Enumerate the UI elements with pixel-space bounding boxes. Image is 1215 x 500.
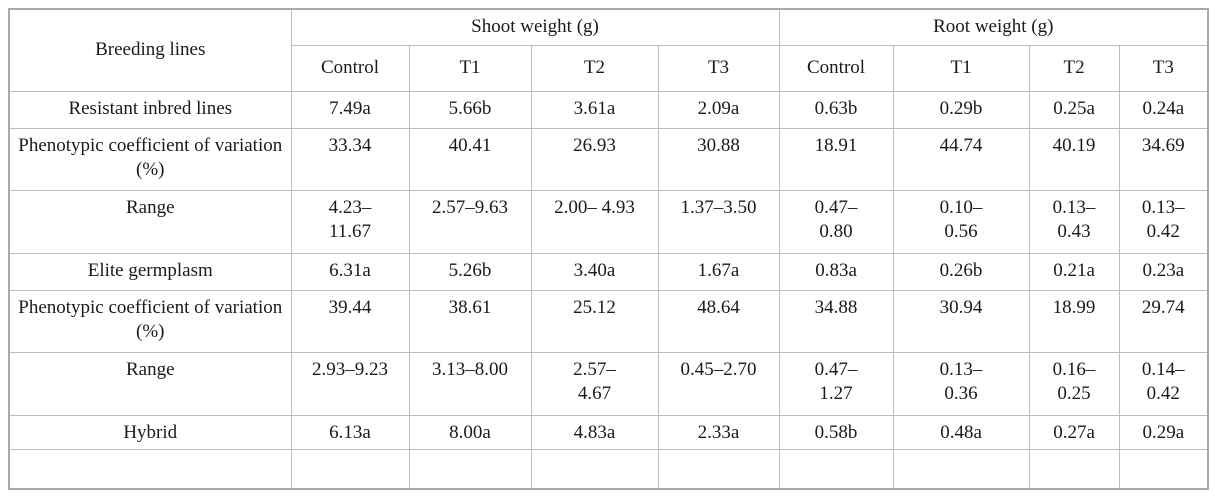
data-cell: 29.74 xyxy=(1118,289,1209,353)
data-cell: 4.23– 11.67 xyxy=(290,189,410,254)
row-label: Elite germplasm xyxy=(8,252,292,291)
data-cell xyxy=(408,448,532,490)
table-row: Elite germplasm 6.31a 5.26b 3.40a 1.67a 0.83a… xyxy=(8,252,1209,291)
row-label: Range xyxy=(8,351,292,416)
data-cell: 3.40a xyxy=(530,252,659,291)
data-cell xyxy=(1028,448,1120,490)
data-cell: 5.66b xyxy=(408,90,532,129)
data-cell: 30.94 xyxy=(892,289,1030,353)
data-cell: 0.25a xyxy=(1028,90,1120,129)
data-cell: 25.12 xyxy=(530,289,659,353)
table-row: Phenotypic coefficient of variation (%) 3… xyxy=(8,127,1209,191)
table-row: Range 4.23– 11.67 2.57–9.63 2.00– 4.93 1.37–… xyxy=(8,189,1209,254)
data-cell xyxy=(290,448,410,490)
data-cell: 4.83a xyxy=(530,414,659,450)
row-label: Phenotypic coefficient of variation (%) xyxy=(8,289,292,353)
data-cell: 0.48a xyxy=(892,414,1030,450)
data-cell: 0.10– 0.56 xyxy=(892,189,1030,254)
column-header-root-control: Control xyxy=(778,44,894,92)
data-cell: 0.45–2.70 xyxy=(657,351,780,416)
data-cell: 1.37–3.50 xyxy=(657,189,780,254)
row-label: Range xyxy=(8,189,292,254)
data-cell: 0.29a xyxy=(1118,414,1209,450)
paper-table-page: Breeding lines Shoot weight (g) Root wei… xyxy=(0,8,1215,500)
data-cell: 0.21a xyxy=(1028,252,1120,291)
column-header-shoot-t3: T3 xyxy=(657,44,780,92)
data-cell xyxy=(1118,448,1209,490)
corner-header-breeding-lines: Breeding lines xyxy=(8,8,292,92)
table-row xyxy=(8,448,1209,490)
column-header-shoot-t1: T1 xyxy=(408,44,532,92)
data-cell: 30.88 xyxy=(657,127,780,191)
group-header-root-weight: Root weight (g) xyxy=(778,8,1209,46)
data-cell: 2.57–9.63 xyxy=(408,189,532,254)
data-cell: 48.64 xyxy=(657,289,780,353)
data-cell: 38.61 xyxy=(408,289,532,353)
table-body: Resistant inbred lines 7.49a 5.66b 3.61a 2.0… xyxy=(8,90,1209,490)
row-label: Resistant inbred lines xyxy=(8,90,292,129)
data-cell: 0.63b xyxy=(778,90,894,129)
data-cell: 6.31a xyxy=(290,252,410,291)
data-cell: 44.74 xyxy=(892,127,1030,191)
data-cell: 6.13a xyxy=(290,414,410,450)
data-cell: 8.00a xyxy=(408,414,532,450)
data-cell: 0.16– 0.25 xyxy=(1028,351,1120,416)
data-cell: 0.14– 0.42 xyxy=(1118,351,1209,416)
data-cell: 40.19 xyxy=(1028,127,1120,191)
breeding-lines-table: Breeding lines Shoot weight (g) Root wei… xyxy=(8,8,1210,490)
data-cell xyxy=(530,448,659,490)
data-cell: 0.23a xyxy=(1118,252,1209,291)
data-cell: 3.61a xyxy=(530,90,659,129)
data-cell: 18.91 xyxy=(778,127,894,191)
column-header-root-t2: T2 xyxy=(1028,44,1120,92)
row-label: Hybrid xyxy=(8,414,292,450)
data-cell: 7.49a xyxy=(290,90,410,129)
table-header: Breeding lines Shoot weight (g) Root wei… xyxy=(8,8,1209,92)
data-cell: 33.34 xyxy=(290,127,410,191)
row-label xyxy=(8,448,292,490)
data-cell: 34.69 xyxy=(1118,127,1209,191)
data-cell: 0.13– 0.42 xyxy=(1118,189,1209,254)
data-cell: 0.26b xyxy=(892,252,1030,291)
data-cell: 0.47– 0.80 xyxy=(778,189,894,254)
column-header-root-t1: T1 xyxy=(892,44,1030,92)
data-cell: 2.33a xyxy=(657,414,780,450)
data-cell: 0.27a xyxy=(1028,414,1120,450)
data-cell: 3.13–8.00 xyxy=(408,351,532,416)
row-label: Phenotypic coefficient of variation (%) xyxy=(8,127,292,191)
data-cell: 18.99 xyxy=(1028,289,1120,353)
data-cell xyxy=(778,448,894,490)
data-cell: 2.93–9.23 xyxy=(290,351,410,416)
group-header-row: Breeding lines Shoot weight (g) Root wei… xyxy=(8,8,1209,92)
column-header-row: Control T1 T2 T3 Control T1 T2 T3 xyxy=(9,44,1209,92)
data-cell: 0.13– 0.43 xyxy=(1028,189,1120,254)
data-cell xyxy=(657,448,780,490)
column-header-shoot-control: Control xyxy=(290,44,410,92)
data-cell: 0.29b xyxy=(892,90,1030,129)
data-cell: 26.93 xyxy=(530,127,659,191)
table-row: Phenotypic coefficient of variation (%) 3… xyxy=(8,289,1209,353)
data-cell: 0.13– 0.36 xyxy=(892,351,1030,416)
data-cell: 0.47– 1.27 xyxy=(778,351,894,416)
data-cell: 2.00– 4.93 xyxy=(530,189,659,254)
data-cell: 0.24a xyxy=(1118,90,1209,129)
column-header-root-t3: T3 xyxy=(1118,44,1209,92)
data-cell: 0.58b xyxy=(778,414,894,450)
data-cell: 1.67a xyxy=(657,252,780,291)
group-header-shoot-weight: Shoot weight (g) xyxy=(290,8,780,46)
table-row: Hybrid 6.13a 8.00a 4.83a 2.33a 0.58b 0.48a 0.27… xyxy=(8,414,1209,450)
data-cell: 2.57– 4.67 xyxy=(530,351,659,416)
data-cell: 0.83a xyxy=(778,252,894,291)
data-cell: 2.09a xyxy=(657,90,780,129)
column-header-shoot-t2: T2 xyxy=(530,44,659,92)
data-cell xyxy=(892,448,1030,490)
data-cell: 34.88 xyxy=(778,289,894,353)
table-row: Resistant inbred lines 7.49a 5.66b 3.61a 2.0… xyxy=(8,90,1209,129)
data-cell: 39.44 xyxy=(290,289,410,353)
data-cell: 40.41 xyxy=(408,127,532,191)
table-row: Range 2.93–9.23 3.13–8.00 2.57– 4.67 0.45–2.… xyxy=(8,351,1209,416)
data-cell: 5.26b xyxy=(408,252,532,291)
